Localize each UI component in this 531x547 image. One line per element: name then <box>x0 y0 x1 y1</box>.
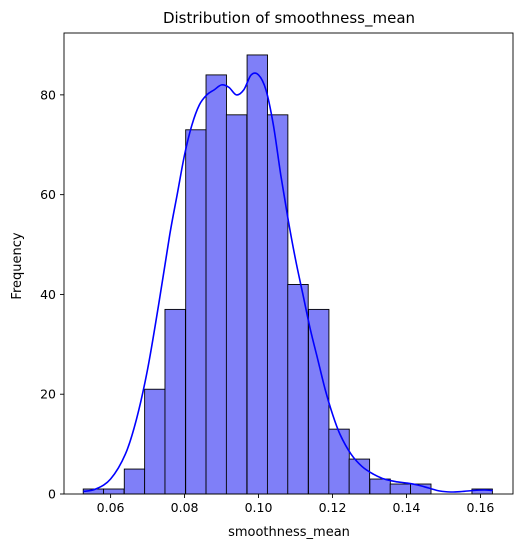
x-axis-label: smoothness_mean <box>228 525 350 540</box>
y-tick-label: 0 <box>48 487 56 502</box>
histogram-bar <box>246 54 268 495</box>
histogram-bar <box>389 483 412 495</box>
chart-title: Distribution of smoothness_mean <box>163 9 415 28</box>
x-tick-label: 0.14 <box>393 500 421 515</box>
histogram-bar <box>144 388 166 495</box>
y-tick-label: 40 <box>40 287 56 302</box>
histogram-bar <box>266 114 289 495</box>
histogram-bar <box>328 428 350 495</box>
histogram-bar <box>164 308 186 495</box>
histogram-bar <box>205 74 227 495</box>
histogram-bar <box>185 129 207 495</box>
x-tick-label: 0.16 <box>467 500 495 515</box>
x-axis-ticks: 0.06 0.08 0.10 0.12 0.14 0.16 <box>97 494 495 515</box>
y-axis-label: Frequency <box>10 232 25 299</box>
y-tick-label: 80 <box>40 87 56 102</box>
histogram-bars <box>82 54 493 495</box>
x-tick-label: 0.06 <box>97 500 125 515</box>
y-tick-label: 20 <box>40 387 56 402</box>
y-axis-ticks: 0 20 40 60 80 <box>40 87 64 502</box>
histogram-bar <box>123 468 146 495</box>
plot-frame <box>63 32 514 495</box>
histogram-bar <box>225 114 248 495</box>
x-tick-label: 0.08 <box>171 500 199 515</box>
histogram-bar <box>369 478 391 495</box>
x-tick-label: 0.10 <box>245 500 273 515</box>
x-tick-label: 0.12 <box>319 500 347 515</box>
kde-curve <box>83 72 493 493</box>
histogram-bar <box>103 488 125 495</box>
histogram-bar <box>287 284 309 495</box>
y-tick-label: 60 <box>40 187 56 202</box>
